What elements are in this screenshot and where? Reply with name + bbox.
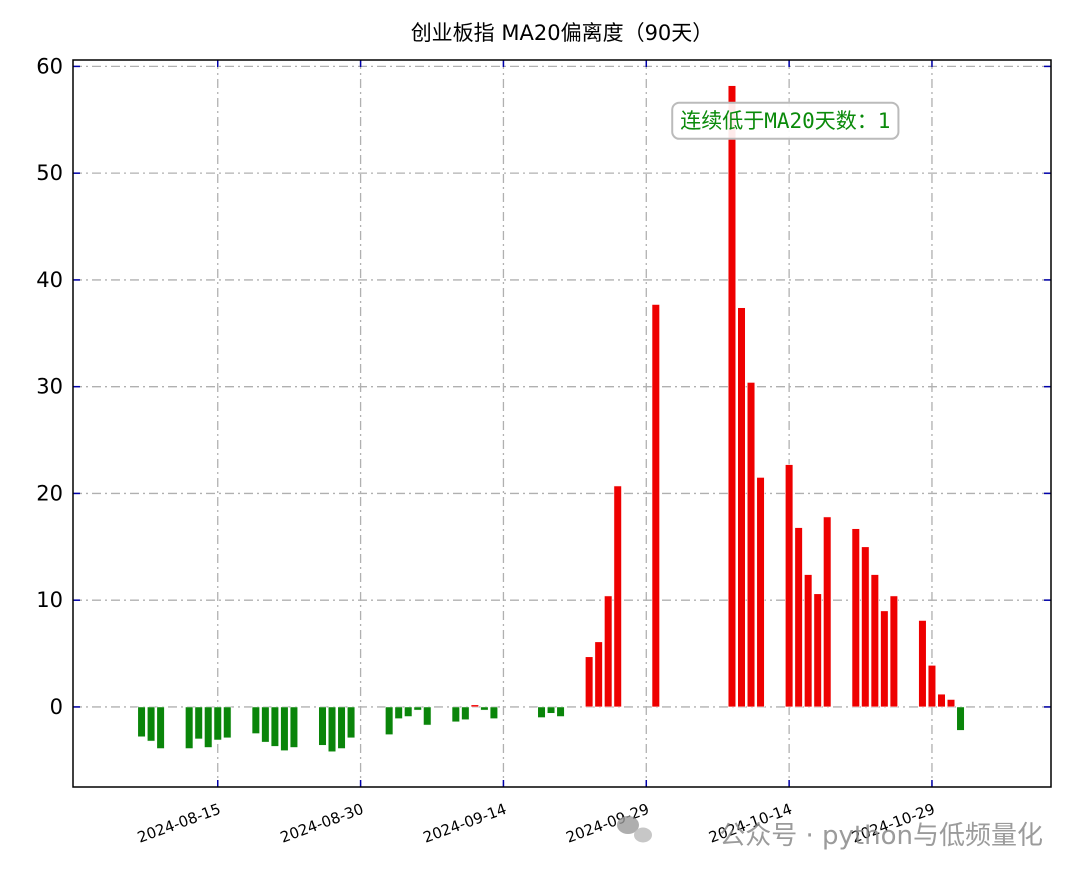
bar-negative — [423, 706, 432, 726]
bar-positive — [937, 693, 946, 708]
bar-positive — [794, 527, 803, 708]
bar-negative — [280, 706, 289, 751]
bar-positive — [785, 464, 794, 708]
y-tick-label: 20 — [36, 481, 63, 505]
bar-negative — [261, 706, 270, 743]
bar-negative — [413, 706, 422, 711]
bar-negative — [185, 706, 194, 749]
bar-negative — [337, 706, 346, 749]
annotation-frame — [671, 101, 900, 140]
bar-positive — [651, 304, 660, 708]
bar-negative — [289, 706, 299, 748]
wechat-icon — [617, 816, 652, 843]
bar-positive — [927, 664, 937, 708]
bar-positive — [861, 546, 870, 708]
bar-positive — [946, 699, 956, 708]
bar-positive — [756, 477, 765, 708]
chart-title: 创业板指 MA20偏离度（90天） — [411, 21, 714, 45]
bar-positive — [889, 595, 898, 708]
y-tick-label: 40 — [36, 268, 63, 292]
bar-positive — [813, 593, 822, 708]
bar-positive — [880, 610, 889, 708]
x-tick-label: 2024-09-14 — [421, 800, 509, 847]
bar-positive — [613, 485, 622, 708]
y-tick-label: 0 — [50, 695, 63, 719]
bar-negative — [956, 706, 965, 731]
bar-negative — [318, 706, 327, 746]
bar-positive — [470, 704, 479, 708]
annotation-box: 连续低于MA20天数：1 — [671, 101, 900, 140]
bar-negative — [489, 706, 499, 719]
bar-negative — [394, 706, 403, 719]
bar-positive — [746, 382, 756, 708]
bar-negative — [556, 706, 565, 717]
y-tick-label: 50 — [36, 161, 63, 185]
bar-negative — [194, 706, 203, 740]
bar-positive — [804, 574, 813, 708]
bar-negative — [451, 706, 460, 723]
bar-negative — [137, 706, 146, 738]
x-tick-label: 2024-08-15 — [135, 800, 223, 847]
bar-negative — [537, 706, 546, 718]
bar-positive — [594, 641, 603, 708]
bar-positive — [870, 574, 879, 708]
bar-negative — [204, 706, 213, 748]
bars-layer — [137, 85, 965, 753]
bar-positive — [604, 595, 613, 708]
y-tick-label: 10 — [36, 588, 63, 612]
watermark-text: 公众号 · python与低频量化 — [719, 821, 1043, 851]
bar-positive — [737, 307, 746, 708]
bar-positive — [727, 85, 737, 708]
bar-negative — [223, 706, 232, 739]
bar-negative — [346, 706, 356, 739]
bar-positive — [918, 620, 927, 708]
bar-negative — [270, 706, 279, 747]
bar-negative — [327, 706, 337, 753]
y-tick-label: 30 — [36, 375, 63, 399]
bar-positive — [585, 656, 594, 708]
bar-negative — [480, 706, 489, 711]
bar-negative — [461, 706, 470, 721]
bar-negative — [156, 706, 165, 749]
bar-negative — [251, 706, 260, 734]
plot-frame — [72, 59, 1052, 788]
y-tick-label: 60 — [36, 54, 63, 78]
annotation-text: 连续低于MA20天数：1 — [680, 109, 890, 133]
bar-positive — [851, 528, 860, 708]
bar-negative — [146, 706, 156, 742]
bar-positive — [823, 516, 832, 708]
bar-negative — [213, 706, 222, 741]
bar-negative — [404, 706, 413, 717]
bar-negative — [385, 706, 394, 735]
grid-lines — [73, 60, 1051, 787]
bar-negative — [546, 706, 556, 714]
x-tick-label: 2024-08-30 — [278, 800, 366, 847]
